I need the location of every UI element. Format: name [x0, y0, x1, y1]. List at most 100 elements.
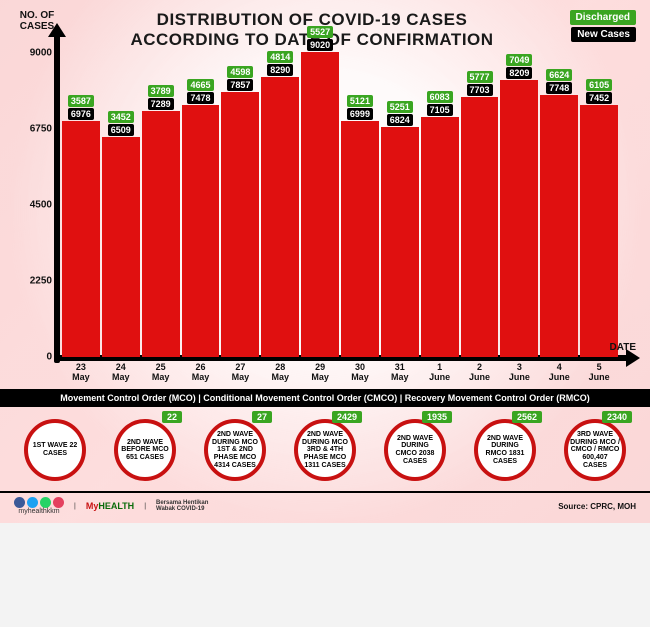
- infographic-page: NO. OF CASES DISTRIBUTION OF COVID-19 CA…: [0, 0, 650, 523]
- y-tick: 6750: [30, 124, 52, 135]
- wave-text: 2ND WAVE BEFORE MCO 651 CASES: [120, 439, 170, 462]
- x-tick-label: 27May: [218, 363, 263, 382]
- bar-group: 610574525June: [580, 79, 618, 357]
- x-tick-label: 1June: [417, 363, 462, 382]
- ylabel-line1: NO. OF: [20, 10, 54, 21]
- wave-item: 2ND WAVE DURING CMCO 2038 CASES1935: [376, 413, 454, 487]
- bar: [500, 80, 538, 357]
- x-axis-label: DATE: [610, 342, 636, 353]
- wave-item: 2ND WAVE DURING RMCO 1831 CASES 2562: [466, 413, 544, 487]
- new-cases-badge: 7452: [586, 92, 612, 104]
- new-cases-badge: 8290: [267, 64, 293, 76]
- y-tick: 2250: [30, 276, 52, 287]
- bar: [381, 127, 419, 357]
- bar: [62, 121, 100, 357]
- wave-item: 2ND WAVE DURING MCO 1ST & 2ND PHASE MCO …: [196, 413, 274, 487]
- discharged-badge: 5777: [467, 71, 493, 83]
- x-tick-label: 2June: [457, 363, 502, 382]
- plot-area: 3587697623May3452650924May3789728925May4…: [58, 26, 622, 357]
- bar: [182, 105, 220, 358]
- footer-left: myhealthkkm | MyHEALTH | Bersama Hentika…: [14, 497, 226, 515]
- social-icon: [27, 497, 38, 508]
- y-axis-ticks: 02250450067509000: [14, 53, 58, 357]
- discharged-badge: 5121: [347, 95, 373, 107]
- wave-item: 2ND WAVE BEFORE MCO 651 CASES 22: [106, 413, 184, 487]
- new-cases-badge: 7289: [148, 98, 174, 110]
- new-cases-badge: 7478: [187, 92, 213, 104]
- wave-text: 2ND WAVE DURING MCO 3RD & 4TH PHASE MCO …: [300, 431, 350, 469]
- new-cases-badge: 6999: [347, 108, 373, 120]
- wave-circle: 3RD WAVE DURING MCO / CMCO / RMCO 600,40…: [564, 419, 626, 481]
- bersama-logo: Bersama Hentikan Wabak COVID-19: [156, 500, 226, 512]
- bar-group: 608371051June: [421, 91, 459, 357]
- bar-group: 4665747826May: [182, 79, 220, 358]
- bar-group: 5527902029May: [301, 26, 339, 357]
- wave-circle: 2ND WAVE BEFORE MCO 651 CASES: [114, 419, 176, 481]
- discharged-badge: 5251: [387, 101, 413, 113]
- wave-circle: 2ND WAVE DURING CMCO 2038 CASES: [384, 419, 446, 481]
- x-tick-label: 31May: [377, 363, 422, 382]
- bar-group: 5121699930May: [341, 95, 379, 357]
- new-cases-badge: 6824: [387, 114, 413, 126]
- divider-pipe: |: [144, 503, 146, 510]
- new-cases-badge: 6976: [68, 108, 94, 120]
- bar: [540, 95, 578, 357]
- wave-item: 3RD WAVE DURING MCO / CMCO / RMCO 600,40…: [556, 413, 634, 487]
- bar-group: 704982093June: [500, 54, 538, 357]
- divider-pipe: |: [74, 503, 76, 510]
- myhealth-logo: MyHEALTH: [86, 501, 134, 511]
- bar: [142, 111, 180, 357]
- discharged-badge: 6624: [546, 69, 572, 81]
- wave-text: 2ND WAVE DURING CMCO 2038 CASES: [390, 435, 440, 466]
- wave-badge: 2340: [602, 411, 632, 423]
- x-tick-label: 23May: [58, 363, 103, 382]
- wave-badge: 22: [162, 411, 182, 423]
- social-icons: [14, 497, 64, 508]
- social-icon: [53, 497, 64, 508]
- bar-group: 577777032June: [461, 71, 499, 357]
- discharged-badge: 6105: [586, 79, 612, 91]
- x-tick-label: 29May: [297, 363, 342, 382]
- control-orders-strip: Movement Control Order (MCO) | Condition…: [0, 389, 650, 407]
- bar-group: 3452650924May: [102, 111, 140, 357]
- wave-item: 1ST WAVE 22 CASES: [16, 413, 94, 487]
- x-tick-label: 25May: [138, 363, 183, 382]
- bar: [461, 97, 499, 357]
- social-block: myhealthkkm: [14, 497, 64, 515]
- y-tick: 4500: [30, 200, 52, 211]
- wave-text: 2ND WAVE DURING MCO 1ST & 2ND PHASE MCO …: [210, 431, 260, 469]
- bar: [580, 105, 618, 357]
- wave-circle: 2ND WAVE DURING MCO 1ST & 2ND PHASE MCO …: [204, 419, 266, 481]
- x-tick-label: 26May: [178, 363, 223, 382]
- bar: [301, 52, 339, 357]
- bar: [421, 117, 459, 357]
- social-icon: [14, 497, 25, 508]
- discharged-badge: 3587: [68, 95, 94, 107]
- social-icon: [40, 497, 51, 508]
- bar-group: 3587697623May: [62, 95, 100, 357]
- bar-group: 5251682431May: [381, 101, 419, 357]
- chart-area: 02250450067509000 3587697623May345265092…: [14, 53, 636, 383]
- wave-badge: 2562: [512, 411, 542, 423]
- new-cases-badge: 7748: [546, 82, 572, 94]
- discharged-badge: 4665: [187, 79, 213, 91]
- x-tick-label: 30May: [337, 363, 382, 382]
- source-label: Source: CPRC, MOH: [558, 502, 636, 511]
- discharged-badge: 6083: [427, 91, 453, 103]
- footer: myhealthkkm | MyHEALTH | Bersama Hentika…: [14, 497, 636, 515]
- new-cases-badge: 7857: [227, 79, 253, 91]
- x-tick-label: 3June: [497, 363, 542, 382]
- wave-circle: 1ST WAVE 22 CASES: [24, 419, 86, 481]
- legend-discharged: Discharged: [570, 10, 636, 25]
- wave-text: 2ND WAVE DURING RMCO 1831 CASES: [480, 435, 530, 466]
- site-handle: myhealthkkm: [14, 508, 64, 515]
- new-cases-badge: 7105: [427, 104, 453, 116]
- wave-text: 1ST WAVE 22 CASES: [30, 442, 80, 457]
- new-cases-badge: 9020: [307, 39, 333, 51]
- wave-badge: 27: [252, 411, 272, 423]
- wave-circles-row: 1ST WAVE 22 CASES 2ND WAVE BEFORE MCO 651…: [14, 413, 636, 487]
- wave-circle: 2ND WAVE DURING MCO 3RD & 4TH PHASE MCO …: [294, 419, 356, 481]
- discharged-badge: 3789: [148, 85, 174, 97]
- discharged-badge: 5527: [307, 26, 333, 38]
- new-cases-badge: 6509: [108, 124, 134, 136]
